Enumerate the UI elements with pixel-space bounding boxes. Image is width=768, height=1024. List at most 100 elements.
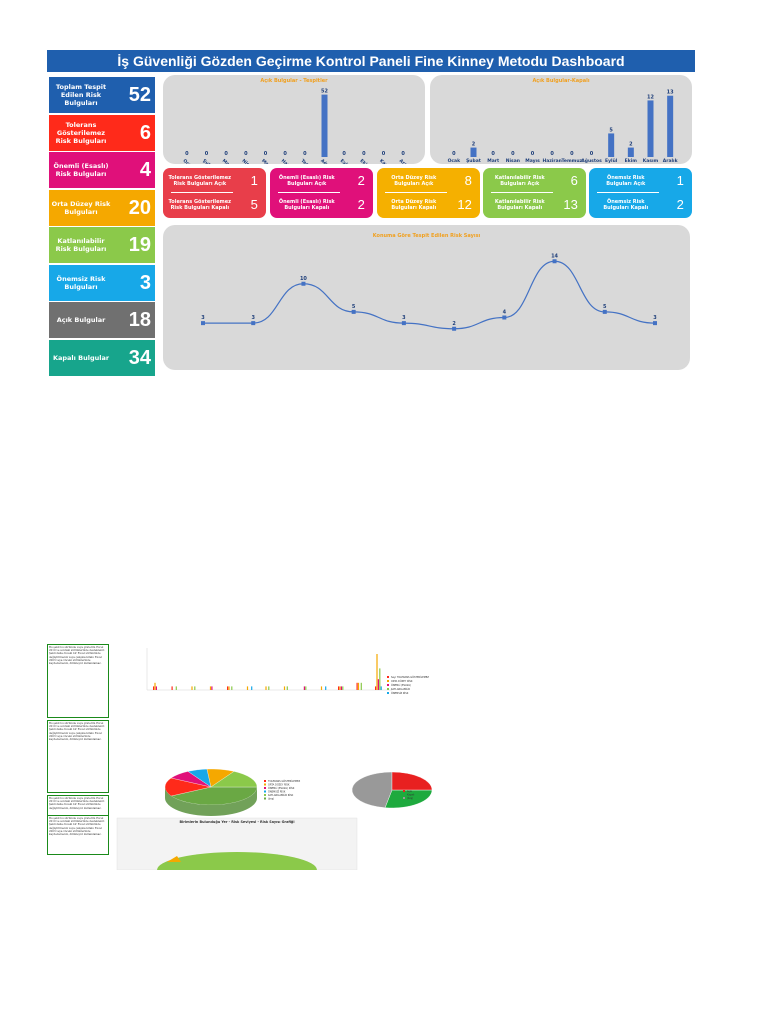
bar-data-label: 13: [667, 90, 674, 96]
kpi-label: Önemsiz Risk Bulguları: [56, 274, 106, 291]
legend-label: (boş): [268, 798, 274, 801]
slicer-note-4: Bu şekil bu sürümde veya gösterim Excel …: [47, 815, 109, 855]
risk-status-row: Önemli (Esaslı) Risk Bulguları Kapalı 2: [273, 194, 371, 216]
risk-status-divider: [491, 192, 554, 193]
risk-status-box: Önemsiz Risk Bulguları Açık 1 Önemsiz Risk…: [589, 168, 692, 218]
kpi-label: Orta Düzey Risk Bulguları: [51, 199, 111, 216]
legend-swatch: [403, 797, 405, 799]
kpi-label: Tolerans Gösterilemez Risk Bulguları: [55, 120, 107, 145]
risk-status-value: 1: [676, 173, 684, 188]
x-tick-label: Kasım: [643, 158, 659, 164]
closed-findings-bar-chart: 0Ocak2Şubat0Mart0Nisan0Mayıs0Haziran0Tem…: [448, 90, 679, 164]
x-tick-label: Haziran: [542, 158, 561, 164]
bar-data-label: 0: [185, 151, 189, 157]
lower-bar: [286, 686, 288, 690]
x-tick-label: Şubat: [201, 158, 217, 164]
dashboard-title: İş Güvenliği Gözden Geçirme Kontrol Pane…: [47, 50, 695, 72]
kpi-card: Önemsiz Risk Bulguları 3: [49, 264, 155, 301]
risk-status-row: Önemsiz Risk Bulguları Kapalı 2: [592, 194, 690, 216]
kpi-card: Önemli (Esaslı) Risk Bulguları 4: [49, 152, 155, 188]
line-point: [602, 309, 607, 314]
risk-status-value: 5: [250, 197, 258, 212]
legend-label: (boş): [407, 797, 413, 800]
point-data-label: 5: [352, 304, 356, 310]
lower-bar: [153, 686, 155, 690]
risk-status-label: Tolerans Gösterilemez Risk Bulguları Kap…: [168, 199, 232, 211]
risk-status-label: Önemli (Esaslı) Risk Bulguları Açık: [278, 175, 335, 187]
lower-bar: [191, 686, 193, 690]
lower-bar: [228, 686, 230, 690]
kpi-card: Katlanılabilir Risk Bulguları 19: [49, 227, 155, 263]
legend-swatch: [387, 692, 389, 694]
bar-data-label: 0: [550, 151, 554, 157]
legend-label: ÖNEMLİ (ESASLI) RİSK: [268, 787, 295, 790]
lower-bar: [357, 682, 360, 690]
point-data-label: 2: [452, 321, 456, 327]
bar-data-label: 0: [283, 151, 287, 157]
lower-bar: [376, 654, 378, 690]
bar-data-label: 0: [224, 151, 228, 157]
risk-status-divider: [278, 192, 341, 193]
kpi-value: 18: [128, 309, 151, 331]
dashboard: İş Güvenliği Gözden Geçirme Kontrol Pane…: [47, 50, 695, 376]
point-data-label: 3: [251, 315, 255, 321]
risk-status-row: Katlanılabilir Risk Bulguları Açık 6: [486, 170, 584, 192]
legend-swatch: [403, 790, 405, 792]
risk-status-value: 1: [250, 173, 258, 188]
lower-bar: [283, 686, 286, 690]
risk-status-box: Katlanılabilir Risk Bulguları Açık 6 Katla…: [483, 168, 586, 218]
line-point: [452, 326, 457, 331]
point-data-label: 3: [653, 315, 657, 321]
pie-depth: [165, 787, 257, 816]
risk-status-row: Tolerans Gösterilemez Risk Bulguları Kap…: [166, 194, 264, 216]
bar: [647, 100, 654, 157]
x-tick-label: Eylül: [605, 158, 618, 164]
legend-label: ÖNEMSİZ RİSK: [268, 791, 286, 794]
legend-label: ÖNEMLİ (ESASLI): [391, 684, 411, 687]
lower-bar: [379, 668, 381, 690]
risk-status-label: Tolerans Gösterilemez Risk Bulguları Açı…: [168, 175, 232, 187]
point-data-label: 3: [201, 315, 205, 321]
lower-bar: [194, 686, 196, 690]
pie-slice: [164, 777, 212, 797]
lower-bar: [320, 686, 323, 690]
series-line: [202, 260, 656, 330]
x-tick-label: Ocak: [182, 158, 196, 164]
bar-data-label: 5: [609, 127, 613, 133]
pie-slice: [170, 786, 258, 806]
risk-status-row: Önemsiz Risk Bulguları Açık 1: [592, 170, 690, 192]
kpi-label: Önemli (Esaslı) Risk Bulguları: [53, 162, 109, 178]
risk-status-label: Önemsiz Risk Bulguları Açık: [606, 175, 646, 187]
legend-swatch: [264, 787, 266, 789]
kpi-card: Orta Düzey Risk Bulguları 20: [49, 189, 155, 226]
slicer-note-2: Bu şekil bu sürümde veya gösterim Excel …: [47, 720, 109, 793]
bar: [470, 147, 477, 157]
lower-bar: [171, 686, 173, 690]
lower-bar: [375, 686, 377, 690]
bar-data-label: 0: [570, 151, 574, 157]
location-risk-panel: Konuma Göre Tespit Edilen Risk Sayısı 3Ü…: [163, 225, 690, 370]
kpi-value: 20: [128, 196, 151, 219]
risk-status-value: 2: [357, 173, 365, 188]
bar-data-label: 0: [303, 151, 307, 157]
legend-label: Kapalı: [407, 794, 415, 797]
lower-bar: [209, 686, 212, 690]
x-tick-label: Mart: [221, 158, 235, 164]
kpi-label: Kapalı Bulgular: [52, 353, 110, 362]
line-point: [653, 321, 657, 326]
lower-bar: [305, 686, 307, 690]
x-tick-label: Ekim: [625, 158, 638, 164]
legend-label: ORTA DÜZEY RİSK: [391, 680, 413, 683]
bar-data-label: 0: [491, 151, 495, 157]
line-point: [401, 321, 406, 326]
risk-status-label: Önemli (Esaslı) Risk Bulguları Kapalı: [278, 199, 335, 211]
lower-bar: [231, 686, 233, 690]
kpi-value: 6: [139, 121, 151, 144]
x-tick-label: Mayıs: [260, 158, 275, 164]
lower-sheet-preview: Bu şekil bu sürümde veya gösterim Excel …: [47, 640, 447, 870]
legend-label: ÖNEMSİZ RİSK: [391, 692, 409, 695]
bar-data-label: 0: [401, 151, 405, 157]
kpi-label: Açık Bulgular: [56, 316, 106, 324]
kpi-value: 3: [139, 271, 151, 294]
lower-bar: [268, 686, 270, 690]
